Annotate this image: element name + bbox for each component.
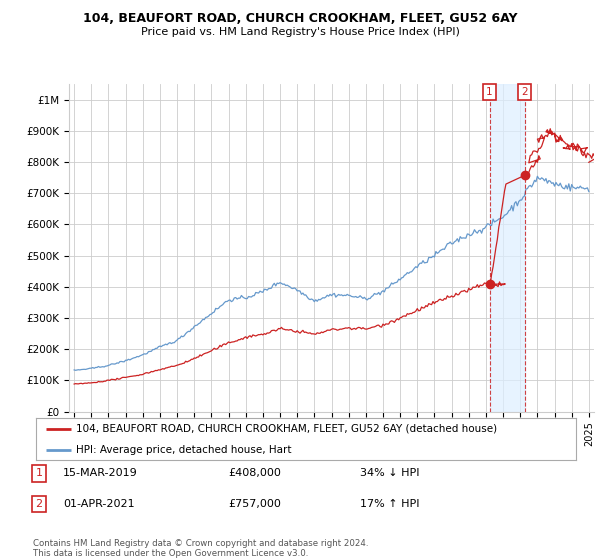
Text: HPI: Average price, detached house, Hart: HPI: Average price, detached house, Hart <box>77 445 292 455</box>
Text: Contains HM Land Registry data © Crown copyright and database right 2024.
This d: Contains HM Land Registry data © Crown c… <box>33 539 368 558</box>
Text: £408,000: £408,000 <box>228 468 281 478</box>
Text: 34% ↓ HPI: 34% ↓ HPI <box>360 468 419 478</box>
Text: Price paid vs. HM Land Registry's House Price Index (HPI): Price paid vs. HM Land Registry's House … <box>140 27 460 37</box>
Text: £757,000: £757,000 <box>228 499 281 509</box>
Text: 2: 2 <box>35 499 43 509</box>
Bar <box>490 84 524 412</box>
Text: 104, BEAUFORT ROAD, CHURCH CROOKHAM, FLEET, GU52 6AY: 104, BEAUFORT ROAD, CHURCH CROOKHAM, FLE… <box>83 12 517 25</box>
Text: 1: 1 <box>35 468 43 478</box>
Text: 2: 2 <box>521 87 528 97</box>
Text: 104, BEAUFORT ROAD, CHURCH CROOKHAM, FLEET, GU52 6AY (detached house): 104, BEAUFORT ROAD, CHURCH CROOKHAM, FLE… <box>77 424 497 434</box>
Text: 1: 1 <box>486 87 493 97</box>
Text: 15-MAR-2019: 15-MAR-2019 <box>63 468 138 478</box>
Text: 01-APR-2021: 01-APR-2021 <box>63 499 134 509</box>
Text: 17% ↑ HPI: 17% ↑ HPI <box>360 499 419 509</box>
